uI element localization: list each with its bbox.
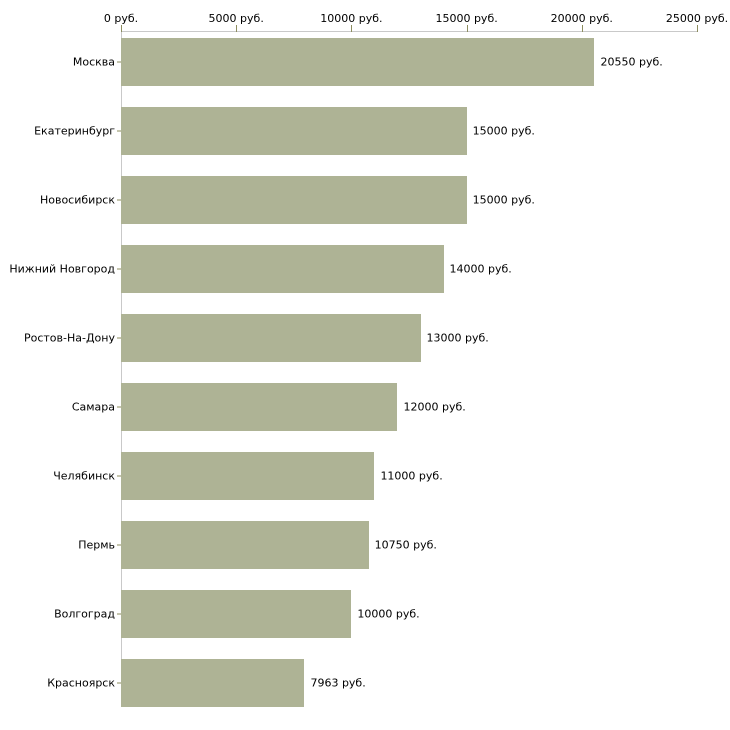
bar-value-label: 11000 руб. — [380, 469, 443, 483]
bar-value-label: 15000 руб. — [472, 124, 535, 138]
x-tick-mark — [697, 25, 698, 32]
x-tick-label: 20000 руб. — [550, 12, 613, 25]
bar-value-label: 10750 руб. — [374, 538, 437, 552]
y-tick-label: Новосибирск — [39, 193, 115, 207]
y-tick-mark — [117, 130, 122, 132]
bar-value-label: 15000 руб. — [472, 193, 535, 207]
bar[interactable] — [121, 383, 398, 431]
bar[interactable] — [121, 521, 369, 569]
bar-value-label: 13000 руб. — [426, 331, 489, 345]
y-tick-mark — [117, 268, 122, 270]
x-tick-mark — [236, 25, 238, 32]
y-tick-label: Самара — [71, 400, 115, 414]
bar[interactable] — [121, 659, 305, 707]
bar-value-label: 20550 руб. — [600, 55, 663, 69]
y-tick-mark — [117, 544, 122, 546]
y-tick-mark — [117, 613, 122, 615]
bar[interactable] — [121, 314, 421, 362]
y-axis-labels: Москва Екатеринбург Новосибирск Нижний Новг… — [0, 0, 115, 730]
y-tick-label: Ростов-На-Дону — [23, 331, 115, 345]
bar[interactable] — [121, 107, 467, 155]
y-tick-label: Волгоград — [54, 607, 115, 621]
y-tick-mark — [117, 682, 122, 684]
x-tick-label: 25000 руб. — [665, 12, 729, 25]
x-tick-label: 5000 руб. — [208, 12, 264, 25]
x-tick-label: 10000 руб. — [320, 12, 383, 25]
y-tick-mark — [117, 475, 122, 477]
y-axis-line — [121, 31, 122, 705]
x-tick-label: 0 руб. — [103, 12, 139, 25]
y-tick-label: Екатеринбург — [34, 124, 115, 138]
y-tick-label: Нижний Новгород — [9, 262, 115, 276]
bar[interactable] — [121, 245, 444, 293]
x-tick-mark — [466, 25, 468, 32]
x-tick-mark — [351, 25, 353, 32]
y-tick-label: Пермь — [78, 538, 115, 552]
bar[interactable] — [121, 452, 375, 500]
bar-value-label: 14000 руб. — [449, 262, 512, 276]
y-tick-label: Москва — [72, 55, 115, 69]
bar[interactable] — [121, 38, 595, 86]
y-tick-label: Красноярск — [47, 676, 115, 690]
y-tick-mark — [117, 61, 122, 63]
y-tick-mark — [117, 406, 122, 408]
bar[interactable] — [121, 176, 467, 224]
x-tick-mark — [121, 25, 122, 32]
y-tick-mark — [117, 337, 122, 339]
bar[interactable] — [121, 590, 352, 638]
x-tick-label: 15000 руб. — [435, 12, 498, 25]
bar-value-label: 7963 руб. — [310, 676, 366, 690]
x-axis-line — [121, 31, 697, 32]
bar-value-label: 10000 руб. — [357, 607, 420, 621]
y-tick-mark — [117, 199, 122, 201]
bar-value-label: 12000 руб. — [403, 400, 466, 414]
y-tick-label: Челябинск — [53, 469, 115, 483]
x-tick-mark — [581, 25, 583, 32]
